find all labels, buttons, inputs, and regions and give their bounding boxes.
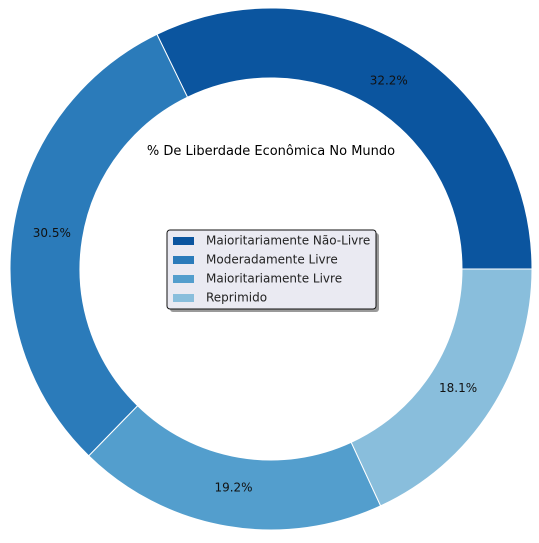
legend: Maioritariamente Não-Livre Moderadamente … xyxy=(167,230,379,312)
legend-label: Moderadamente Livre xyxy=(206,253,338,267)
legend-swatch xyxy=(173,256,194,264)
legend-label: Reprimido xyxy=(206,291,267,305)
legend-label: Maioritariamente Livre xyxy=(206,272,342,286)
slice-maioritariamente-livre xyxy=(89,406,381,530)
slice-percent-label: 18.1% xyxy=(439,381,477,395)
legend-swatch xyxy=(173,294,194,302)
slice-percent-label: 30.5% xyxy=(33,226,71,240)
slice-percent-label: 32.2% xyxy=(370,73,408,87)
slice-percent-label: 19.2% xyxy=(214,480,252,494)
legend-swatch xyxy=(173,275,194,283)
chart-title: % De Liberdade Econômica No Mundo xyxy=(147,144,395,159)
slice-moderadamente-livre xyxy=(10,34,188,456)
legend-swatch xyxy=(173,237,194,245)
legend-label: Maioritariamente Não-Livre xyxy=(206,234,370,248)
